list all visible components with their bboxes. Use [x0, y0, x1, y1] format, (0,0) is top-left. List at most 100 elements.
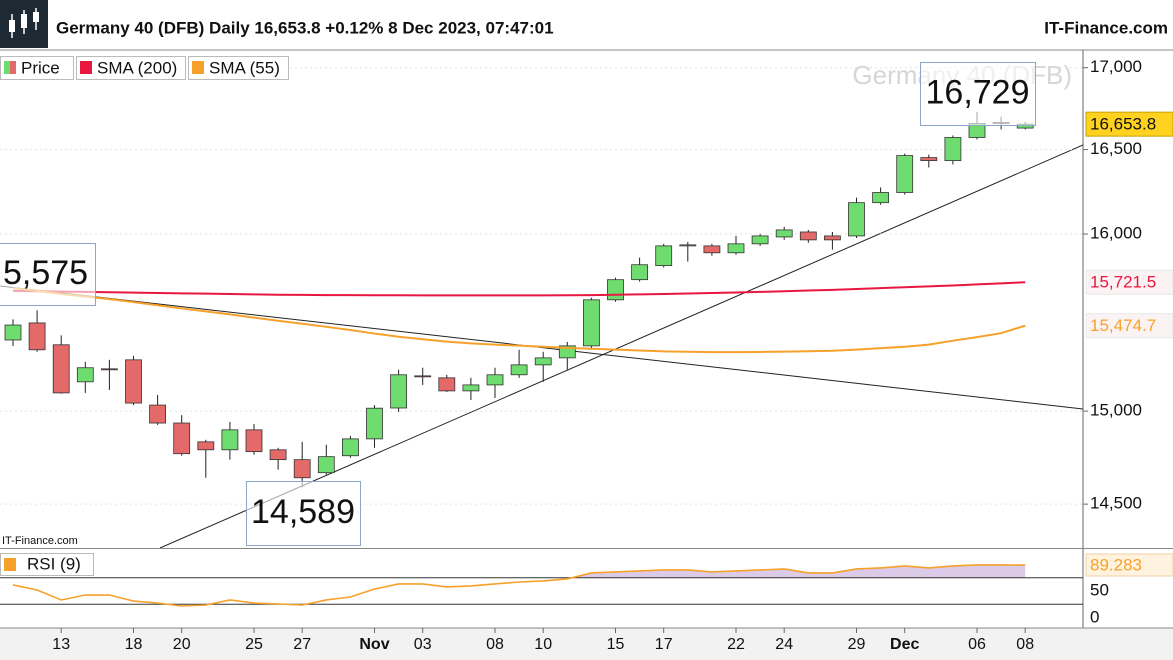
legend-swatch — [4, 61, 10, 74]
x-tick-label: 20 — [173, 636, 191, 653]
x-tick-label: 22 — [727, 636, 745, 653]
brand: IT-Finance.com — [1044, 18, 1168, 37]
y-tick-label: 14,500 — [1090, 494, 1142, 513]
legend-item: Price — [0, 56, 74, 80]
x-tick-label: 17 — [655, 636, 673, 653]
candle-body — [703, 245, 721, 254]
candle-body — [462, 384, 480, 392]
candle-body — [534, 357, 552, 366]
candle-body — [920, 157, 938, 162]
x-tick-label: 25 — [245, 636, 263, 653]
last-value-tag — [1085, 313, 1173, 339]
candle-body — [775, 229, 793, 238]
candle-body — [221, 429, 239, 451]
annotation-box — [246, 481, 361, 546]
rsi-legend-box — [0, 553, 94, 576]
candle-body — [125, 359, 142, 404]
x-tick-label: 10 — [534, 636, 552, 653]
candle-body — [52, 344, 70, 394]
legend-box — [188, 56, 289, 80]
legend-swatch — [192, 61, 204, 74]
candle-body — [173, 422, 191, 455]
y-tick-label: 17,000 — [1090, 57, 1142, 76]
overlay: 16,653.8 15,721.5 15,474.7 Price SMA (200) SM… — [0, 56, 1173, 546]
last-value-tag — [1085, 111, 1173, 137]
candle-body — [76, 367, 94, 383]
x-tick-label: 18 — [125, 636, 143, 653]
candle-body — [390, 374, 408, 409]
x-tick-label: 29 — [848, 636, 866, 653]
rsi-last-label: 89.283 — [1090, 556, 1142, 575]
annotation-box — [0, 243, 96, 306]
x-tick-label: 06 — [968, 636, 986, 653]
candle-body — [269, 449, 287, 461]
rsi-line — [12, 564, 1026, 607]
candle-body — [245, 429, 263, 453]
x-tick-label: Dec — [890, 636, 919, 653]
candle-body — [438, 377, 456, 392]
rsi-panel: 0 50 89.283 RSI (9) — [0, 553, 1173, 626]
rsi-legend-swatch — [4, 558, 16, 571]
x-tick-label: 03 — [414, 636, 432, 653]
chart-title: Germany 40 (DFB) Daily 16,653.8 +0.12% 8… — [56, 18, 554, 37]
candle-body — [510, 364, 528, 376]
rsi-last-tag — [1085, 553, 1173, 577]
rsi-overbought-area — [572, 564, 1026, 578]
candle-body — [679, 244, 697, 247]
legend-swatch — [10, 61, 16, 74]
candle-body — [655, 245, 673, 266]
annotation-label: 16,729 — [926, 73, 1030, 111]
candle-body — [631, 264, 648, 281]
x-tick-label: 13 — [52, 636, 70, 653]
legend-label: SMA (200) — [97, 58, 177, 77]
legend-box — [0, 56, 74, 80]
source-label: IT-Finance.com — [2, 535, 78, 547]
candle-body — [583, 299, 600, 347]
x-axis-bg — [0, 628, 1173, 660]
candle-body — [944, 137, 962, 162]
x-tick-label: 08 — [1016, 636, 1034, 653]
legend-item: SMA (55) — [188, 56, 289, 80]
legend-label: Price — [21, 58, 60, 77]
annotation-box — [920, 62, 1036, 126]
last-value-label: 16,653.8 — [1090, 115, 1156, 134]
y-tick-label: 16,000 — [1090, 224, 1142, 243]
candle-body — [341, 438, 359, 457]
candle-body — [317, 456, 335, 474]
candle-body — [101, 368, 118, 371]
legend-box — [76, 56, 186, 80]
rsi-tick-label: 0 — [1090, 607, 1099, 626]
candle-body — [896, 155, 914, 193]
candle-body — [872, 192, 889, 204]
candle-body — [751, 235, 769, 245]
candle-body — [28, 322, 46, 351]
trend-line — [159, 144, 1083, 548]
candle-body — [4, 324, 22, 341]
legend-item: SMA (200) — [76, 56, 186, 80]
candle-body — [293, 459, 311, 479]
candle-body — [799, 231, 817, 241]
x-tick-label: 08 — [486, 636, 504, 653]
x-tick-label: 27 — [293, 636, 311, 653]
x-tick-label: 24 — [775, 636, 793, 653]
legend-label: SMA (55) — [209, 58, 280, 77]
header-bg — [0, 0, 1173, 50]
candle-body — [558, 345, 576, 359]
candle-body — [848, 202, 865, 237]
rsi-legend-label: RSI (9) — [27, 554, 81, 573]
rsi-tick-label: 50 — [1090, 580, 1109, 599]
candle-body — [486, 374, 504, 386]
candle-body — [149, 404, 167, 424]
candle-body — [607, 279, 624, 301]
y-tick-label: 15,000 — [1090, 401, 1142, 420]
sma-line — [12, 281, 1026, 297]
last-value-label: 15,721.5 — [1090, 273, 1156, 292]
candle-body — [727, 243, 745, 254]
legend-swatch — [80, 61, 92, 74]
annotation-label: 5,575 — [3, 254, 88, 292]
last-value-label: 15,474.7 — [1090, 316, 1156, 335]
y-tick-label: 16,500 — [1090, 139, 1142, 158]
candle-body — [197, 441, 215, 451]
candle-body — [414, 375, 432, 378]
